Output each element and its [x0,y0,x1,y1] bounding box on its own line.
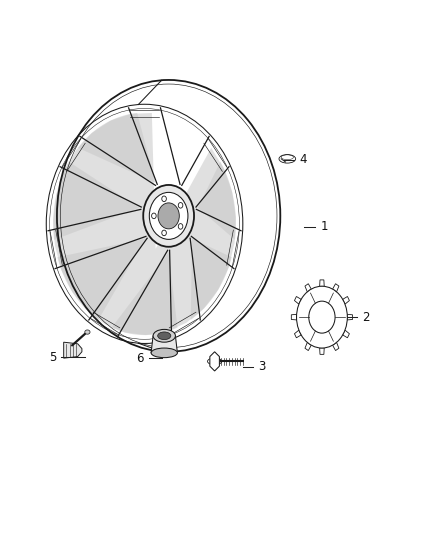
Ellipse shape [162,196,166,201]
Ellipse shape [158,203,179,229]
Polygon shape [332,284,339,292]
Text: 3: 3 [258,360,266,373]
Text: 4: 4 [300,154,307,166]
Text: 5: 5 [49,351,56,364]
Polygon shape [198,161,236,240]
Polygon shape [210,352,219,371]
Polygon shape [320,348,324,354]
Ellipse shape [149,192,188,239]
Polygon shape [112,252,177,335]
Ellipse shape [153,329,175,342]
Ellipse shape [162,230,166,236]
Polygon shape [294,330,301,338]
Polygon shape [57,239,145,320]
Polygon shape [347,314,353,320]
Polygon shape [53,161,139,240]
Polygon shape [294,296,301,304]
Ellipse shape [143,185,194,247]
Polygon shape [78,113,155,183]
Ellipse shape [151,348,177,358]
Ellipse shape [85,330,90,334]
Text: 6: 6 [136,352,144,365]
Ellipse shape [293,282,350,352]
Polygon shape [151,336,177,353]
Polygon shape [53,113,236,335]
Ellipse shape [279,155,296,163]
Polygon shape [291,314,297,320]
Ellipse shape [309,301,335,333]
Polygon shape [305,342,311,351]
Polygon shape [64,342,82,358]
Polygon shape [305,284,311,292]
Polygon shape [191,239,232,320]
Ellipse shape [152,213,156,219]
Ellipse shape [158,332,171,340]
Polygon shape [343,296,350,304]
Ellipse shape [178,224,183,229]
Text: 2: 2 [362,311,370,324]
Ellipse shape [297,286,347,348]
Polygon shape [343,330,350,338]
Ellipse shape [208,358,222,365]
Polygon shape [332,342,339,351]
Polygon shape [320,280,324,286]
Ellipse shape [178,203,183,208]
Text: 1: 1 [321,220,328,233]
